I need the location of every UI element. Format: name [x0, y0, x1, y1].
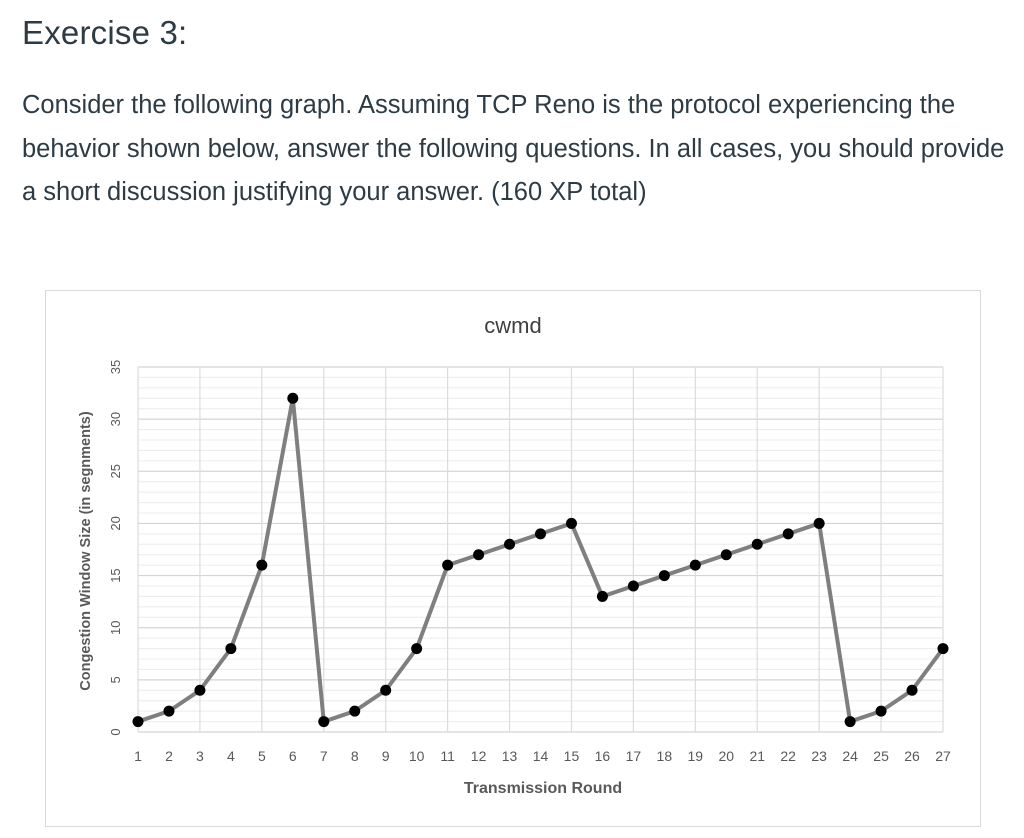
data-point: [627, 580, 639, 592]
x-tick-label: 3: [196, 748, 204, 764]
data-point: [194, 684, 206, 696]
x-tick-label: 26: [904, 748, 920, 764]
x-tick-label: 20: [718, 748, 734, 764]
x-tick-label: 9: [382, 748, 390, 764]
x-tick-label: 12: [471, 748, 487, 764]
y-tick-label: 5: [108, 676, 123, 683]
x-tick-label: 10: [409, 748, 425, 764]
grid: [137, 366, 944, 733]
x-tick-label: 18: [657, 748, 673, 764]
y-tick-label: 15: [108, 568, 123, 582]
x-axis-label: Transmission Round: [464, 780, 622, 797]
chart-container: cwmd Congestion Window Size (in segnment…: [45, 290, 981, 827]
data-point: [132, 716, 144, 728]
data-point: [751, 538, 763, 550]
x-tick-label: 14: [533, 748, 549, 764]
x-tick-label: 24: [842, 748, 858, 764]
data-point: [720, 549, 732, 561]
x-tick-label: 22: [780, 748, 796, 764]
x-tick-label: 5: [258, 748, 266, 764]
data-point: [318, 716, 330, 728]
data-point: [256, 559, 268, 571]
data-point: [535, 528, 546, 540]
x-tick-label: 27: [935, 748, 951, 764]
data-point: [287, 392, 299, 404]
chart-title: cwmd: [484, 313, 541, 338]
data-point: [937, 643, 949, 655]
x-tick-label: 19: [688, 748, 704, 764]
data-point: [782, 528, 794, 540]
x-tick-label: 1: [134, 748, 142, 764]
exercise-description: Consider the following graph. Assuming T…: [22, 91, 1005, 206]
y-tick-label: 35: [108, 360, 123, 374]
data-point: [349, 705, 361, 717]
y-tick-label: 10: [108, 620, 123, 634]
x-tick-label: 6: [289, 748, 297, 764]
x-tick-label: 2: [165, 748, 173, 764]
congestion-window-chart: cwmd Congestion Window Size (in segnment…: [78, 313, 951, 797]
data-point: [442, 559, 454, 571]
data-point: [875, 705, 887, 717]
x-tick-label: 21: [749, 748, 765, 764]
y-axis-label: Congestion Window Size (in segnments): [78, 411, 94, 691]
data-point: [813, 517, 825, 529]
y-tick-label: 30: [108, 412, 123, 426]
data-point: [565, 517, 577, 529]
data-point: [689, 559, 701, 571]
x-tick-label: 25: [873, 748, 889, 764]
y-tick-label: 20: [108, 516, 123, 530]
data-point: [163, 705, 175, 717]
x-tick-label: 7: [320, 748, 328, 764]
y-tick-label: 25: [108, 464, 123, 478]
data-point: [596, 590, 608, 602]
x-tick-label: 8: [351, 748, 359, 764]
data-point: [411, 643, 423, 655]
data-point: [658, 570, 670, 582]
data-point: [473, 549, 485, 561]
x-tick-label: 17: [626, 748, 642, 764]
x-tick-label: 13: [502, 748, 518, 764]
x-tick-label: 11: [440, 748, 455, 764]
y-tick-label: 0: [108, 728, 123, 735]
data-point: [225, 643, 237, 655]
data-point: [844, 716, 856, 728]
x-tick-label: 4: [227, 748, 235, 764]
data-point: [380, 684, 392, 696]
exercise-heading: Exercise 3:: [22, 14, 188, 51]
x-tick-label: 23: [811, 748, 827, 764]
series-line: [137, 396, 945, 724]
data-point: [504, 538, 516, 550]
data-point: [906, 684, 918, 696]
x-tick-label: 15: [564, 748, 580, 764]
x-tick-label: 16: [595, 748, 611, 764]
series-group: [132, 392, 949, 728]
